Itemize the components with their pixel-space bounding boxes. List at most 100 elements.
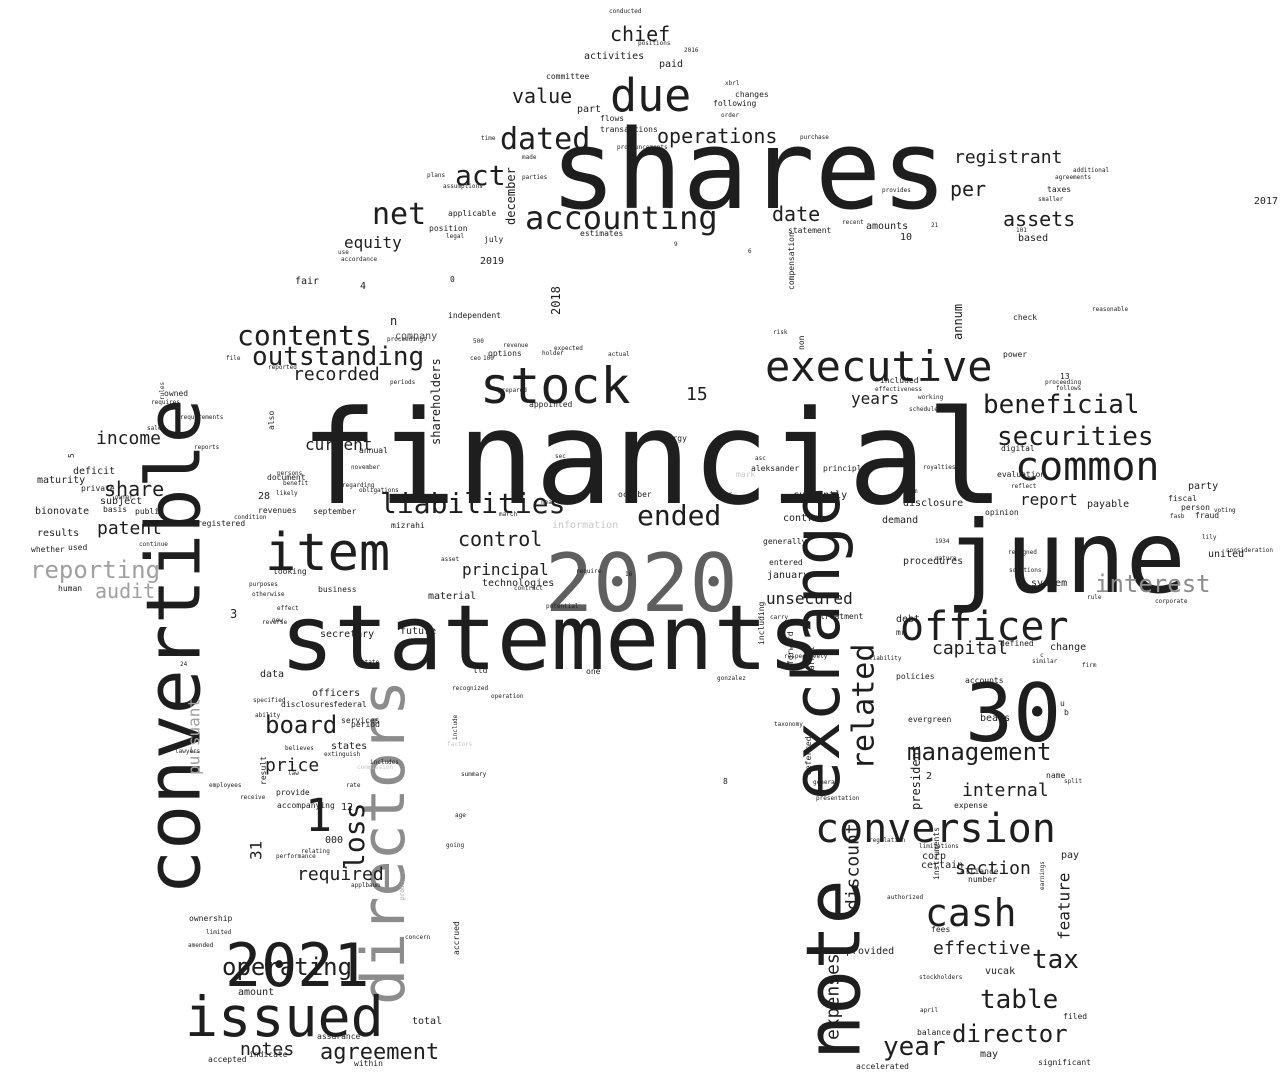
word-182: position [429,224,468,234]
word-34: tax [1032,944,1079,975]
word-165: one [586,667,601,677]
word-276: obligations [359,487,399,495]
word-162: energy [658,434,687,444]
word-294: operation [491,693,524,701]
word-30: securities [997,421,1154,452]
word-319: consideration [1226,547,1273,555]
word-264: form [903,488,918,496]
word-290: contract [514,585,543,593]
word-298: receive [240,794,266,802]
word-187: estimates [580,229,624,239]
word-32: management [907,738,1052,767]
word-282: condition [234,514,267,522]
word-172: federal [333,700,367,710]
word-242: pronouncements [617,144,668,152]
word-11: 2021 [225,930,370,1001]
word-221: asc [755,455,766,463]
word-301: going [446,842,465,850]
word-225: reasonable [1092,306,1129,314]
word-270: sales [147,425,166,433]
word-227: risk [773,329,788,337]
word-183: appointed [529,400,573,410]
word-108: fair [295,275,320,287]
word-52: income [96,428,162,450]
word-229: split [1064,778,1083,786]
word-49: per [950,176,987,201]
word-24: net [372,197,427,233]
word-267: proceeding [1045,379,1082,387]
word-320: voting [1214,507,1236,515]
word-57: capital [932,638,1008,660]
word-0: company [395,330,438,342]
word-130: procedures [903,555,964,567]
word-175: mizrahi [391,521,425,531]
word-112: technologies [482,577,555,589]
word-101: 28 [258,490,271,502]
word-125: disclosure [903,497,964,509]
word-208: policies [896,672,935,682]
word-305: applbaum [351,882,380,890]
word-339: 500 [473,338,484,346]
word-58: price [265,755,320,777]
word-170: ltd [473,666,488,676]
word-343: 24 [180,661,188,669]
word-176: provide [276,788,310,798]
word-157: activities [584,50,645,62]
word-336: prepared [498,387,527,395]
word-181: july [484,235,504,245]
word-63: effective [933,938,1031,960]
word-43: related [846,643,882,770]
word-324: demand [872,433,894,441]
word-139: corp [922,850,947,862]
word-31: beneficial [983,389,1140,420]
word-149: party [1188,480,1219,492]
word-122: total [412,1015,443,1027]
word-115: data [260,668,285,680]
word-246: 2016 [684,47,699,55]
word-17: executive [765,341,993,391]
word-45: chief [610,21,671,46]
word-174: looking [273,567,307,577]
word-284: effect [277,605,299,613]
word-89: products [398,871,406,900]
word-283: asset [441,556,460,564]
word-144: vucak [985,965,1016,977]
word-313: limitations [919,843,959,851]
word-309: solutions [1009,567,1042,575]
word-255: use [338,249,349,257]
word-138: 2 [926,770,933,782]
word-20: common [1015,444,1160,491]
word-325: royalties [923,464,956,472]
word-240: actual [608,351,630,359]
word-38: operating [222,953,353,982]
word-56: control [458,526,543,551]
word-350: b [1064,708,1069,718]
word-173: services [341,716,380,726]
word-224: check [1013,313,1038,323]
word-236: file [226,355,241,363]
word-186: independent [448,311,501,321]
word-152: taxes [1047,185,1072,195]
word-99: maturity [37,474,86,486]
word-129: january [767,569,810,581]
word-315: respectively [784,653,828,661]
word-188: statement [788,226,832,236]
word-245: xbrl [725,80,740,88]
word-145: filed [1063,1012,1088,1022]
word-103: n [390,314,398,329]
word-70: years [851,388,900,408]
word-341: 101 [1016,227,1027,235]
word-180: applicable [448,209,497,219]
word-69: 15 [686,384,708,406]
word-295: rate [346,782,361,790]
word-19: conversion [815,806,1056,853]
word-321: fasb [1170,513,1185,521]
word-67: unsecured [766,588,853,608]
word-293: revenue [503,342,529,350]
word-40: interest [1095,570,1211,599]
word-352: e [1047,696,1051,704]
word-230: stockholders [919,974,963,982]
word-50: assets [1003,206,1076,231]
word-252: plans [427,172,446,180]
word-322: provides [882,187,911,195]
